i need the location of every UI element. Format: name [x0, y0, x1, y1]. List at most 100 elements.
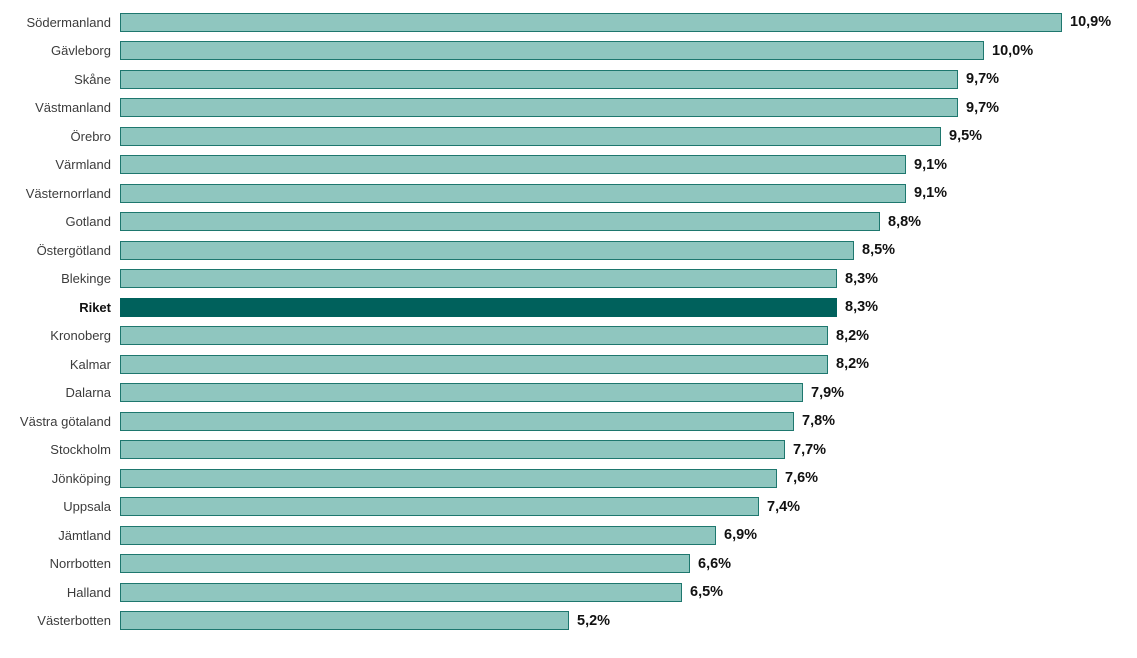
value-label: 6,6%: [698, 555, 732, 572]
bar: [120, 41, 984, 61]
chart-row: Uppsala 7,4%: [0, 493, 1137, 522]
bar-track: 8,8%: [120, 208, 1137, 237]
chart-row: Värmland 9,1%: [0, 151, 1137, 180]
bar-track: 8,3%: [120, 265, 1137, 294]
category-label: Östergötland: [36, 242, 111, 258]
bar-track: 8,2%: [120, 322, 1137, 351]
bar: [120, 126, 941, 146]
category-label: Örebro: [70, 128, 111, 144]
category-label: Jämtland: [58, 527, 111, 543]
value-label: 6,5%: [690, 584, 724, 601]
category-label: Västra götaland: [19, 413, 111, 429]
bar-track: 7,4%: [120, 493, 1137, 522]
value-label: 7,8%: [802, 413, 836, 430]
value-label: 7,9%: [811, 384, 845, 401]
bar-track: 9,7%: [120, 65, 1137, 94]
bar-track: 6,5%: [120, 578, 1137, 607]
bar: [120, 12, 1062, 32]
bar: [120, 354, 828, 374]
bar: [120, 69, 958, 89]
value-label: 8,2%: [836, 356, 870, 373]
bar: [120, 440, 785, 460]
bar-track: 8,5%: [120, 236, 1137, 265]
bar: [120, 212, 880, 232]
value-label: 9,1%: [914, 156, 948, 173]
chart-row: Jämtland 6,9%: [0, 521, 1137, 550]
value-label: 10,0%: [992, 42, 1034, 59]
value-label: 8,3%: [845, 270, 879, 287]
bar-track: 7,9%: [120, 379, 1137, 408]
bar-track: 9,1%: [120, 179, 1137, 208]
chart-row: Västmanland 9,7%: [0, 94, 1137, 123]
bar-track: 10,9%: [120, 8, 1137, 37]
value-label: 7,4%: [767, 498, 801, 515]
bar: [120, 326, 828, 346]
chart-row: Gotland 8,8%: [0, 208, 1137, 237]
category-label: Västmanland: [35, 100, 111, 116]
category-label: Värmland: [55, 157, 111, 173]
chart-row: Södermanland 10,9%: [0, 8, 1137, 37]
value-label: 6,9%: [724, 527, 758, 544]
bar-track: 5,2%: [120, 607, 1137, 636]
bar-track: 10,0%: [120, 37, 1137, 66]
value-label: 8,5%: [862, 242, 896, 259]
value-label: 8,3%: [845, 299, 879, 316]
chart-row: Halland 6,5%: [0, 578, 1137, 607]
bar-track: 7,8%: [120, 407, 1137, 436]
bar-track: 8,3%: [120, 293, 1137, 322]
bar-track: 7,6%: [120, 464, 1137, 493]
value-label: 5,2%: [577, 612, 611, 629]
category-label: Södermanland: [26, 14, 111, 30]
value-label: 7,7%: [793, 441, 827, 458]
category-label: Kronoberg: [50, 328, 111, 344]
category-label: Stockholm: [50, 442, 111, 458]
chart-row: Jönköping 7,6%: [0, 464, 1137, 493]
bar: [120, 383, 803, 403]
bar-track: 9,1%: [120, 151, 1137, 180]
chart-row: Kronoberg 8,2%: [0, 322, 1137, 351]
value-label: 9,7%: [966, 71, 1000, 88]
category-label: Gävleborg: [51, 43, 111, 59]
category-label: Dalarna: [65, 385, 111, 401]
bar: [120, 525, 716, 545]
bar: [120, 155, 906, 175]
category-label: Uppsala: [63, 499, 111, 515]
bar: [120, 411, 794, 431]
category-label: Kalmar: [69, 356, 111, 372]
bar: [120, 582, 682, 602]
chart-row: Östergötland 8,5%: [0, 236, 1137, 265]
bar-track: 6,6%: [120, 550, 1137, 579]
chart-row: Stockholm 7,7%: [0, 436, 1137, 465]
bar: [120, 611, 569, 631]
category-label: Skåne: [74, 71, 111, 87]
bar-track: 6,9%: [120, 521, 1137, 550]
chart-row: Västernorrland 9,1%: [0, 179, 1137, 208]
category-label: Jönköping: [51, 470, 111, 486]
bar: [120, 554, 690, 574]
chart-row: Skåne 9,7%: [0, 65, 1137, 94]
chart-row: Norrbotten 6,6%: [0, 550, 1137, 579]
bar-track: 9,5%: [120, 122, 1137, 151]
bar: [120, 468, 777, 488]
bar: [120, 98, 958, 118]
value-label: 9,7%: [966, 99, 1000, 116]
category-label: Blekinge: [61, 271, 111, 287]
category-label: Västernorrland: [25, 185, 111, 201]
chart-row: Örebro 9,5%: [0, 122, 1137, 151]
bar: [120, 497, 759, 517]
value-label: 9,5%: [949, 128, 983, 145]
value-label: 8,8%: [888, 213, 922, 230]
category-label: Halland: [66, 584, 111, 600]
bar: [120, 269, 837, 289]
bar-track: 7,7%: [120, 436, 1137, 465]
chart-row: Kalmar 8,2%: [0, 350, 1137, 379]
category-label: Gotland: [65, 214, 111, 230]
chart-row: Västra götaland 7,8%: [0, 407, 1137, 436]
bar-track: 9,7%: [120, 94, 1137, 123]
value-label: 10,9%: [1070, 14, 1112, 31]
chart-row: Riket 8,3%: [0, 293, 1137, 322]
chart-row: Gävleborg 10,0%: [0, 37, 1137, 66]
value-label: 9,1%: [914, 185, 948, 202]
bar: [120, 183, 906, 203]
